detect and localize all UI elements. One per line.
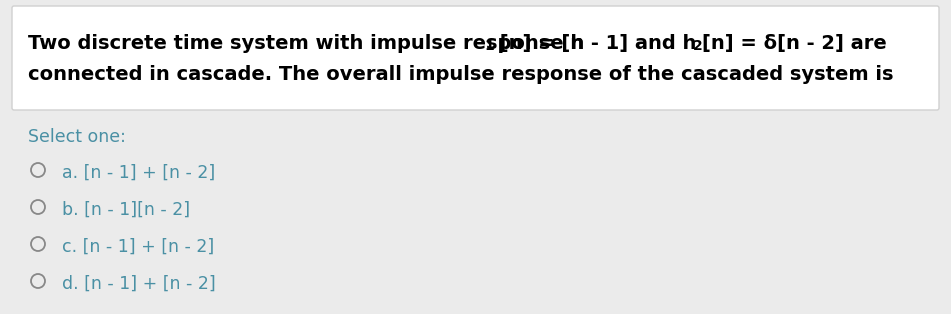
Text: connected in cascade. The overall impulse response of the cascaded system is: connected in cascade. The overall impuls… — [28, 65, 894, 84]
FancyBboxPatch shape — [12, 6, 939, 110]
Text: [n] = δ[n - 2] are: [n] = δ[n - 2] are — [702, 34, 886, 53]
Text: 1: 1 — [484, 39, 494, 53]
Text: c. [n - 1] + [n - 2]: c. [n - 1] + [n - 2] — [62, 238, 214, 256]
Text: Two discrete time system with impulse response h: Two discrete time system with impulse re… — [28, 34, 584, 53]
Text: a. [n - 1] + [n - 2]: a. [n - 1] + [n - 2] — [62, 164, 215, 182]
Text: [n] = [n - 1] and h: [n] = [n - 1] and h — [493, 34, 696, 53]
Text: b. [n - 1][n - 2]: b. [n - 1][n - 2] — [62, 201, 190, 219]
Text: 2: 2 — [693, 39, 703, 53]
Text: Select one:: Select one: — [28, 128, 126, 146]
Text: d. [n - 1] + [n - 2]: d. [n - 1] + [n - 2] — [62, 275, 216, 293]
